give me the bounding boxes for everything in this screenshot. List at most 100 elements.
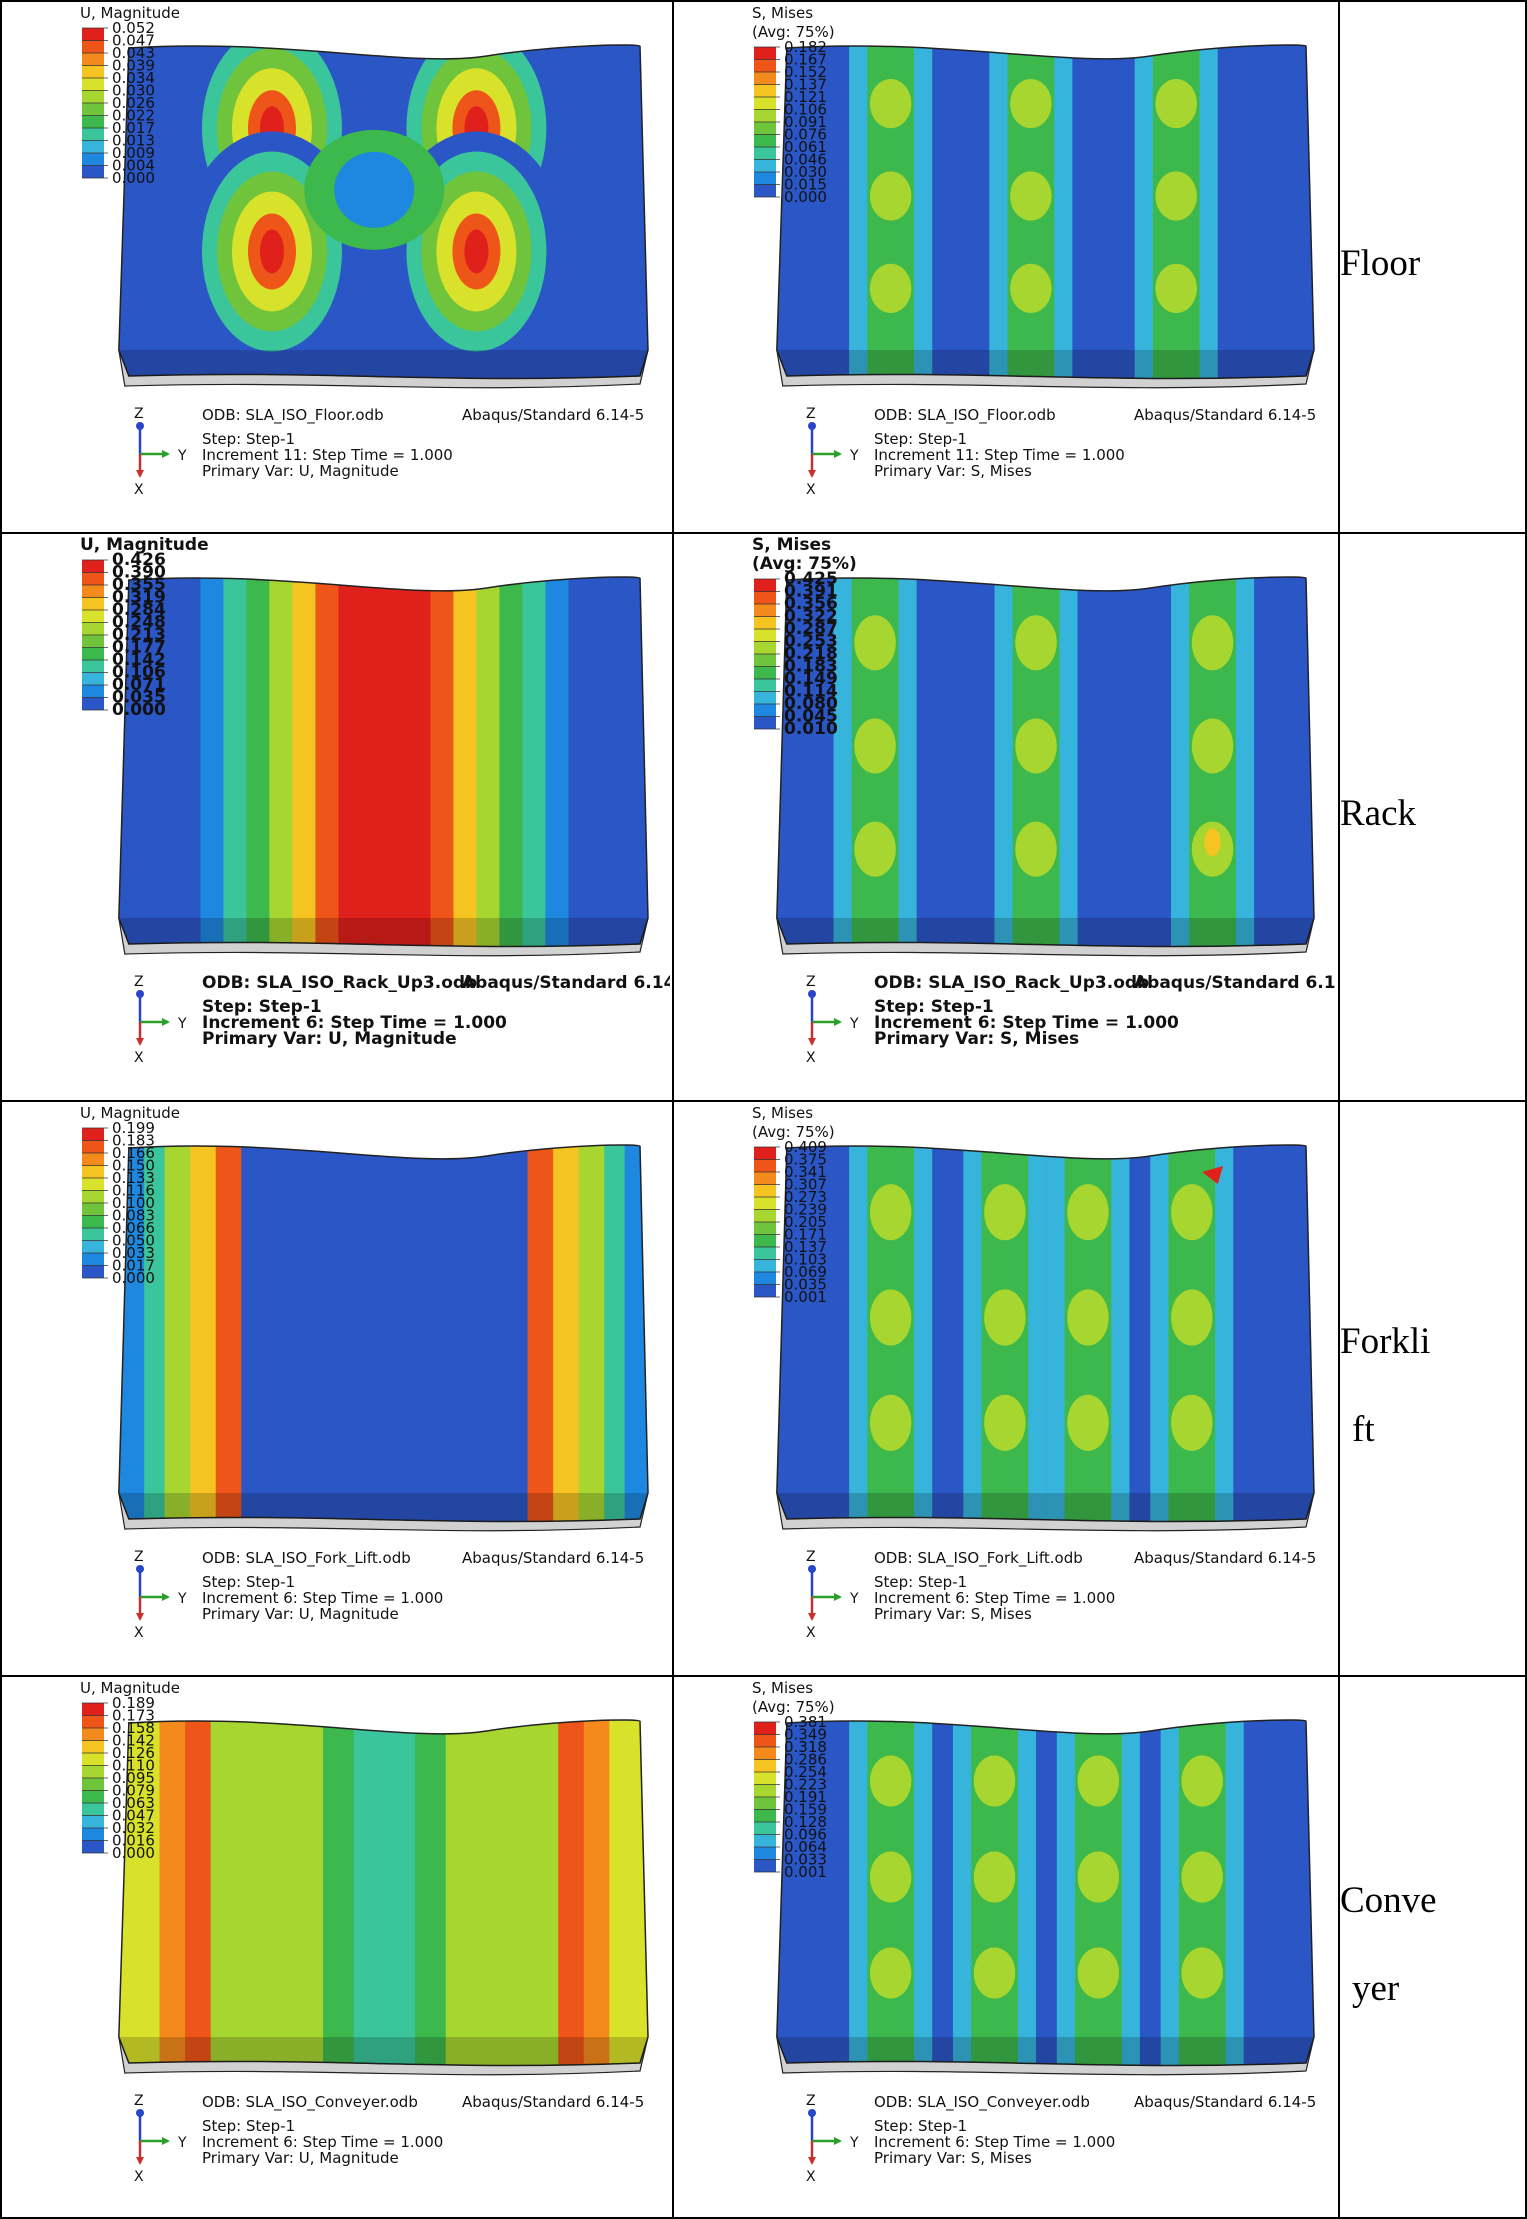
legend-title: U, Magnitude [80,1104,180,1122]
solver-line: Abaqus/Standard 6.14-5 [462,1549,644,1567]
cell-left-row-3: U, Magnitude 0.199 0.183 0.166 0.150 0.133 0.1… [2,1102,670,1673]
legend-swatch [754,1184,776,1197]
legend-swatch [754,666,776,679]
solver-line: Abaqus/Standard 6.14-5 [462,406,644,424]
legend-swatch [82,40,104,53]
solver-line: Abaqus/Standard 6.14-5 [1134,2093,1316,2111]
legend-swatch [754,109,776,122]
legend-value: 0.199 [112,1119,155,1137]
legend-swatch [82,647,104,660]
triad-x-label: X [806,1050,816,1066]
odb-line: ODB: SLA_ISO_Rack_Up3.odb [202,973,477,993]
legend-value: 0.103 [784,1251,827,1269]
legend-value: 0.254 [784,1763,827,1781]
row-label-line: yer [1352,1968,1400,2009]
legend-value: 0.286 [784,1751,827,1769]
legend-swatch [754,1747,776,1760]
legend-swatch [754,1809,776,1822]
legend-swatch [754,134,776,147]
legend-swatch [82,1265,104,1278]
legend-swatch [754,654,776,667]
info-block: Z Y X ODB: SLA_ISO_Fork_Lift.odb Step: Step-… [806,1549,1316,1641]
legend-value: 0.032 [112,1819,155,1837]
legend-value: 0.248 [112,613,166,633]
legend-value: 0.375 [784,1151,827,1169]
legend-swatch [754,97,776,110]
legend-swatch [754,716,776,729]
legend-value: 0.137 [784,76,827,94]
legend-swatch [82,1128,104,1141]
legend-value: 0.063 [112,1794,155,1812]
legend-value: 0.142 [112,1732,155,1750]
legend-value: 0.091 [784,113,827,131]
legend-swatch [82,78,104,91]
legend-value: 0.066 [112,1219,155,1237]
legend-swatch [82,103,104,116]
primary-var-line: Primary Var: U, Magnitude [202,462,399,480]
legend-value: 0.426 [112,550,166,570]
primary-var-line: Primary Var: U, Magnitude [202,2149,399,2167]
contour-plot [118,577,649,947]
table-horizontal-rule [0,2217,1527,2219]
legend-swatch [754,679,776,692]
legend-value: 0.173 [112,1707,155,1725]
legend-value: 0.425 [784,569,838,589]
increment-line: Increment 6: Step Time = 1.000 [874,2133,1115,2151]
triad-y-label: Y [849,1016,859,1032]
legend-swatch [754,1147,776,1160]
legend-value: 0.223 [784,1776,827,1794]
table-horizontal-rule [0,1100,1527,1102]
legend-swatch [754,84,776,97]
increment-line: Increment 6: Step Time = 1.000 [202,2133,443,2151]
info-block: Z Y X ODB: SLA_ISO_Conveyer.odb Step: Step-1… [134,2093,644,2185]
row-label-line: Rack [1340,793,1417,834]
legend-value: 0.061 [784,138,827,156]
legend-swatch [754,641,776,654]
info-block: Z Y X ODB: SLA_ISO_Floor.odb Step: Step-1Inc… [134,406,644,498]
legend-value: 0.050 [112,1232,155,1250]
legend-value: 0.046 [784,151,827,169]
legend-value: 0.033 [112,1244,155,1262]
legend-value: 0.166 [112,1144,155,1162]
legend-title: (Avg: 75%) [752,23,835,41]
legend-value: 0.191 [784,1788,827,1806]
contour-plot [776,577,1314,947]
legend-value: 0.356 [784,594,838,614]
table-vertical-rule [1338,0,1340,2219]
legend-value: 0.004 [112,157,155,175]
legend-title: (Avg: 75%) [752,554,857,574]
triad-x-label: X [806,2169,816,2185]
legend-value: 0.039 [112,57,155,75]
legend-value: 0.182 [784,38,827,56]
legend-value: 0.391 [784,582,838,602]
legend-value: 0.128 [784,1813,827,1831]
legend-value: 0.253 [784,632,838,652]
legend-swatch [82,1253,104,1266]
legend-title: S, Mises [752,4,813,22]
fea-result-figure: U, Magnitude0.1990.1830.1660.1500.1330.1… [80,1104,649,1641]
legend-value: 0.318 [784,1738,827,1756]
legend-value: 0.171 [784,1226,827,1244]
cell-right-row-3: S, Mises (Avg: 75%) 0.409 0.375 0.341 0.307 0.… [674,1102,1336,1673]
legend-value: 0.013 [112,132,155,150]
step-line: Step: Step-1 [874,997,994,1017]
fea-result-figure: U, Magnitude0.1890.1730.1580.1420.1260.1… [80,1679,649,2185]
legend-swatch [754,47,776,60]
legend-swatch [754,1722,776,1735]
cell-left-row-2: U, Magnitude 0.426 0.390 0.355 0.319 0.284 0.2… [2,534,670,1098]
legend-value: 0.284 [112,600,166,620]
legend-swatch [82,1715,104,1728]
primary-var-line: Primary Var: U, Magnitude [202,1029,457,1049]
fea-result-figure: S, Mises(Avg: 75%)0.1820.1670.1520.1370.… [752,4,1316,498]
legend-value: 0.218 [784,644,838,664]
color-legend: S, Mises(Avg: 75%)0.3810.3490.3180.2860.… [752,1679,835,1881]
legend-swatch [754,1259,776,1272]
legend-title: U, Magnitude [80,535,209,555]
legend-swatch [754,691,776,704]
odb-line: ODB: SLA_ISO_Fork_Lift.odb [202,1549,411,1568]
row-label-line: ft [1352,1408,1375,1450]
triad-z-label: Z [134,2093,144,2109]
legend-value: 0.035 [784,1276,827,1294]
legend-title: (Avg: 75%) [752,1698,835,1716]
legend-value: 0.010 [784,719,838,739]
